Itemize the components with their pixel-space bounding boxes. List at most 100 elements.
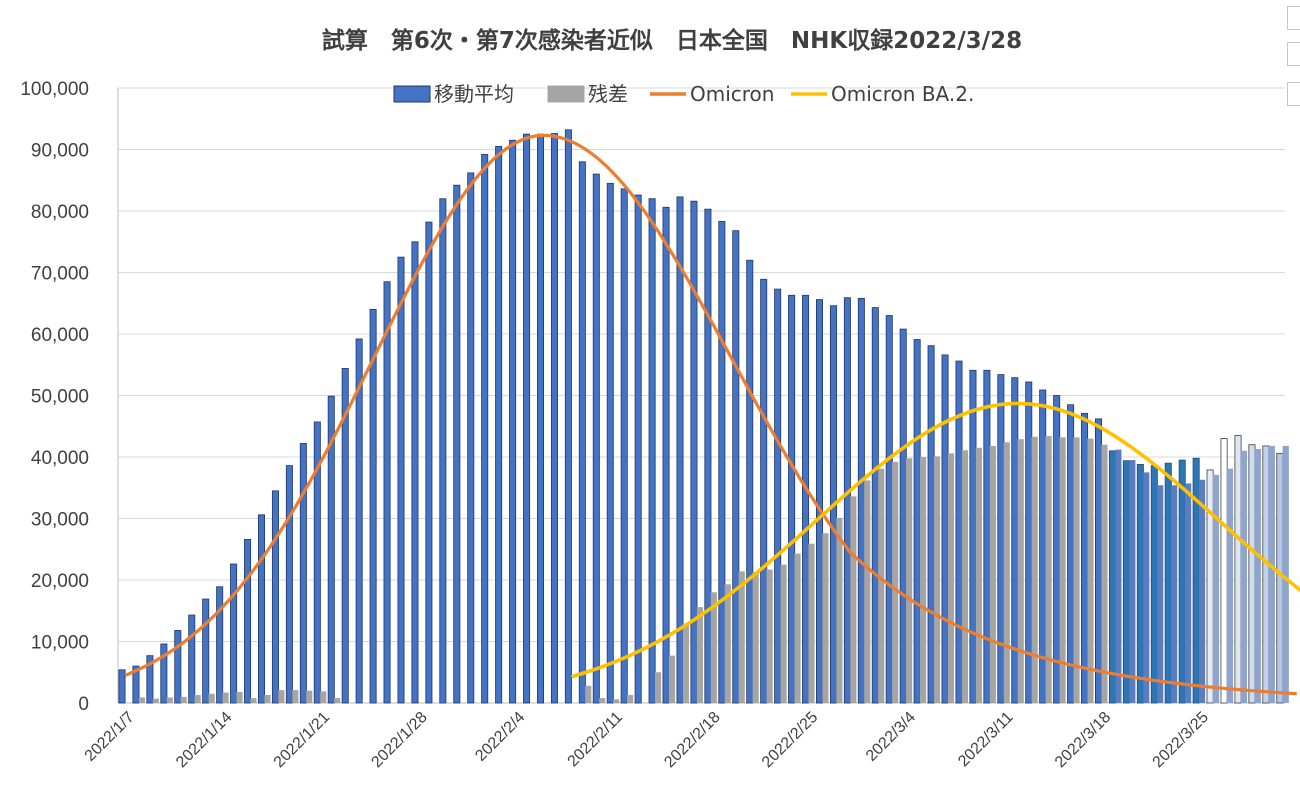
bar-moving-average [1011, 377, 1019, 704]
bar-residual [850, 496, 857, 703]
bar-moving-average [802, 294, 810, 704]
bar-residual [138, 697, 145, 703]
bar-residual [599, 698, 606, 703]
bar-residual [1115, 449, 1122, 703]
bar-moving-average [383, 281, 391, 704]
y-tick-label: 0 [78, 694, 89, 715]
bar-moving-average [620, 188, 628, 704]
bar-moving-average [397, 256, 405, 704]
bar-residual [613, 699, 620, 703]
bar-residual [1212, 474, 1220, 703]
bar-moving-average [313, 421, 321, 704]
bar-residual [1073, 437, 1080, 703]
bar-residual [794, 553, 801, 703]
bar-moving-average [425, 221, 433, 704]
legend-label: 移動平均 [434, 82, 514, 106]
bar-residual [710, 592, 717, 703]
bar-moving-average [230, 563, 238, 704]
bar-moving-average [439, 198, 447, 704]
bar-moving-average [1095, 418, 1103, 704]
x-tick-label: 2022/2/11 [565, 709, 627, 771]
bar-moving-average [341, 368, 349, 704]
bar-moving-average [216, 586, 224, 704]
bar-residual [654, 672, 662, 703]
bar-moving-average [1234, 435, 1242, 704]
chart-elements-button[interactable] [1287, 6, 1300, 30]
x-tick-label: 2022/1/14 [173, 709, 235, 771]
y-tick-label: 30,000 [31, 510, 89, 531]
bar-moving-average [509, 139, 517, 704]
bar-residual [236, 691, 243, 703]
bar-residual [738, 571, 745, 703]
bar-moving-average [732, 230, 740, 704]
bar-moving-average [1053, 395, 1061, 704]
x-tick-label: 2022/2/18 [661, 709, 723, 771]
bar-residual [989, 445, 996, 703]
bar-moving-average [704, 208, 712, 704]
bar-residual [696, 607, 703, 703]
bar-residual [1226, 468, 1234, 703]
bar-residual [194, 695, 201, 703]
bar-moving-average [899, 328, 907, 704]
bar-residual [1017, 439, 1024, 703]
bar-residual [906, 458, 913, 703]
bar-moving-average [118, 669, 126, 704]
x-tick-label: 2022/2/4 [472, 709, 528, 765]
bar-moving-average [718, 221, 726, 704]
bar-moving-average [327, 395, 335, 704]
bar-moving-average [941, 354, 949, 704]
bar-moving-average [467, 172, 475, 704]
bar-moving-average [411, 241, 419, 704]
chart-filters-button[interactable] [1287, 82, 1300, 106]
y-tick-label: 60,000 [31, 325, 89, 346]
bar-moving-average [1248, 444, 1256, 704]
bar-moving-average [885, 315, 893, 704]
bar-moving-average [453, 184, 461, 704]
x-tick-label: 2022/3/4 [863, 709, 919, 765]
chart-title: 試算 第6次・第7次感染者近似 日本全国 NHK収録2022/3/28 [322, 27, 1022, 54]
bar-moving-average [285, 465, 293, 704]
bar-moving-average [913, 339, 921, 704]
bar-moving-average [495, 146, 503, 704]
bar-moving-average [676, 196, 684, 704]
legend-label: Omicron BA.2. [831, 82, 974, 106]
bar-residual [1101, 444, 1108, 703]
bar-residual [180, 696, 187, 703]
bar-moving-average [132, 665, 140, 704]
y-tick-label: 90,000 [31, 141, 89, 162]
bar-moving-average [1192, 457, 1200, 704]
y-tick-label: 20,000 [31, 571, 89, 592]
bar-moving-average [1276, 452, 1284, 704]
x-tick-label: 2022/1/21 [271, 709, 333, 771]
bar-moving-average [983, 369, 991, 704]
bar-residual [668, 655, 676, 703]
x-tick-label: 2022/3/25 [1150, 709, 1212, 771]
bar-moving-average [1164, 462, 1172, 704]
bar-moving-average [160, 643, 168, 704]
y-tick-label: 80,000 [31, 202, 89, 223]
y-tick-label: 100,000 [20, 79, 89, 100]
bar-residual [222, 692, 229, 703]
legend: 移動平均 残差 Omicron Omicron BA.2. [393, 82, 974, 106]
bar-moving-average [843, 297, 851, 704]
bar-residual [166, 697, 173, 703]
bar-moving-average [997, 374, 1005, 704]
bar-residual [152, 698, 159, 703]
bar-moving-average [1136, 463, 1144, 704]
bar-moving-average [1262, 445, 1270, 704]
bar-moving-average [271, 490, 279, 704]
bar-moving-average [578, 161, 586, 704]
chart-styles-button[interactable] [1287, 42, 1300, 66]
bar-moving-average [174, 630, 182, 704]
bar-residual [278, 690, 285, 703]
bar-moving-average [927, 345, 935, 704]
bar-moving-average [648, 198, 656, 704]
bar-moving-average [1150, 465, 1158, 704]
bar-moving-average [355, 338, 363, 704]
bars [118, 129, 1289, 704]
bar-moving-average [299, 443, 307, 704]
bar-moving-average [1081, 412, 1089, 704]
bar-moving-average [481, 154, 489, 704]
omicron-curve [124, 133, 1297, 696]
bar-residual [822, 533, 829, 703]
